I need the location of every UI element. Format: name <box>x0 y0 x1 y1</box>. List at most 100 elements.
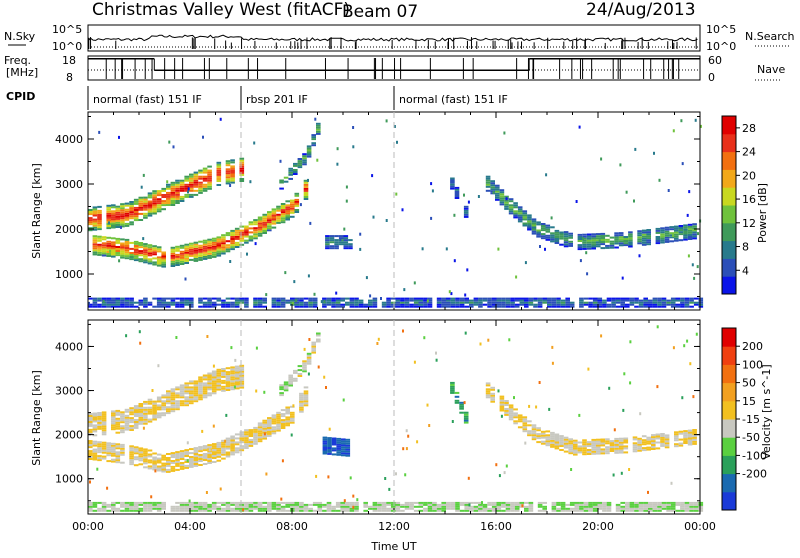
velocity-scatter-cell <box>175 336 178 339</box>
power-cell <box>138 299 144 302</box>
velocity-cell <box>115 453 121 456</box>
velocity-cell <box>221 371 226 374</box>
power-cell <box>343 241 349 244</box>
power-cell <box>311 142 316 145</box>
velocity-cell <box>568 446 573 449</box>
power-cell <box>97 205 102 208</box>
velocity-cell <box>92 454 98 457</box>
power-scatter-cell <box>619 163 622 167</box>
velocity-cell <box>211 374 217 377</box>
velocity-cell <box>152 458 157 461</box>
power-cell <box>459 303 465 306</box>
power-cell <box>170 265 176 267</box>
velocity-cell <box>225 451 231 454</box>
velocity-scatter-cell <box>224 439 227 443</box>
power-cell <box>115 219 121 222</box>
power-cell <box>517 212 523 215</box>
power-cell <box>115 246 121 248</box>
velocity-cell <box>115 461 121 464</box>
velocity-cell <box>303 505 309 508</box>
velocity-cell <box>657 503 662 506</box>
power-cell <box>207 254 212 257</box>
velocity-cell <box>179 390 185 393</box>
velocity-cell <box>363 501 368 504</box>
power-cell <box>664 228 670 231</box>
velocity-scatter-cell <box>670 481 673 485</box>
velocity-cell <box>623 451 629 454</box>
velocity-cell <box>262 437 267 440</box>
velocity-cell <box>267 505 272 508</box>
power-scatter-cell <box>539 245 541 248</box>
velocity-cell <box>143 460 148 463</box>
power-cell <box>280 205 286 207</box>
velocity-cell <box>554 435 560 438</box>
velocity-scatter-cell <box>695 332 698 336</box>
power-cell <box>446 297 451 300</box>
power-colorbar-swatch <box>722 240 736 259</box>
power-cell <box>267 213 272 216</box>
velocity-colorbar-swatch <box>722 364 736 384</box>
power-cell <box>306 145 312 148</box>
velocity-cell <box>234 383 240 386</box>
power-cell <box>244 227 249 230</box>
velocity-cell <box>588 509 593 512</box>
velocity-cell <box>605 450 610 453</box>
power-cell <box>331 301 336 304</box>
power-cell <box>175 303 180 306</box>
power-cell <box>175 257 180 260</box>
power-cell <box>230 303 235 306</box>
power-cell <box>496 299 502 302</box>
y-tick-label: 2000 <box>55 223 83 236</box>
power-cell <box>547 301 552 304</box>
power-cell <box>308 297 313 300</box>
velocity-cell <box>170 408 176 411</box>
power-cell <box>152 206 157 209</box>
power-cell <box>495 194 500 197</box>
velocity-cell <box>632 446 638 449</box>
power-cell <box>184 175 189 178</box>
power-cell <box>111 241 116 244</box>
velocity-cell <box>288 382 293 385</box>
power-cell <box>527 228 532 231</box>
velocity-cell <box>661 505 667 508</box>
power-cell <box>166 183 171 186</box>
velocity-cell <box>643 509 648 512</box>
power-cell <box>670 299 676 302</box>
velocity-cell <box>322 444 328 447</box>
power-cell <box>485 183 491 186</box>
power-cell <box>230 159 235 162</box>
velocity-cell <box>390 503 396 506</box>
velocity-cell <box>111 448 116 451</box>
power-cell <box>97 222 102 225</box>
velocity-cell <box>316 338 321 341</box>
power-cell <box>441 297 446 300</box>
power-cell <box>129 221 134 224</box>
power-cell <box>565 303 570 306</box>
velocity-cell <box>189 460 194 462</box>
velocity-cell <box>395 509 401 512</box>
velocity-cell <box>170 505 176 508</box>
velocity-cell <box>189 465 194 468</box>
velocity-cell <box>175 509 180 512</box>
velocity-cell <box>166 400 171 403</box>
power-cell <box>175 195 180 198</box>
power-cell <box>596 239 601 242</box>
velocity-cell <box>138 507 144 510</box>
velocity-cell <box>606 509 612 512</box>
velocity-cell <box>517 418 523 421</box>
velocity-cell <box>248 507 254 510</box>
velocity-cell <box>120 429 125 432</box>
power-cell <box>193 253 199 256</box>
velocity-cell <box>670 509 676 512</box>
power-cell <box>404 303 410 306</box>
velocity-cell <box>459 401 464 404</box>
velocity-cell <box>651 448 656 450</box>
power-cell <box>257 226 263 229</box>
velocity-cell <box>234 375 240 378</box>
power-cell <box>92 243 98 246</box>
power-cell <box>262 230 267 232</box>
velocity-cell <box>660 435 665 437</box>
power-cell <box>669 232 674 235</box>
velocity-cell <box>279 394 284 397</box>
power-cell <box>293 162 298 165</box>
